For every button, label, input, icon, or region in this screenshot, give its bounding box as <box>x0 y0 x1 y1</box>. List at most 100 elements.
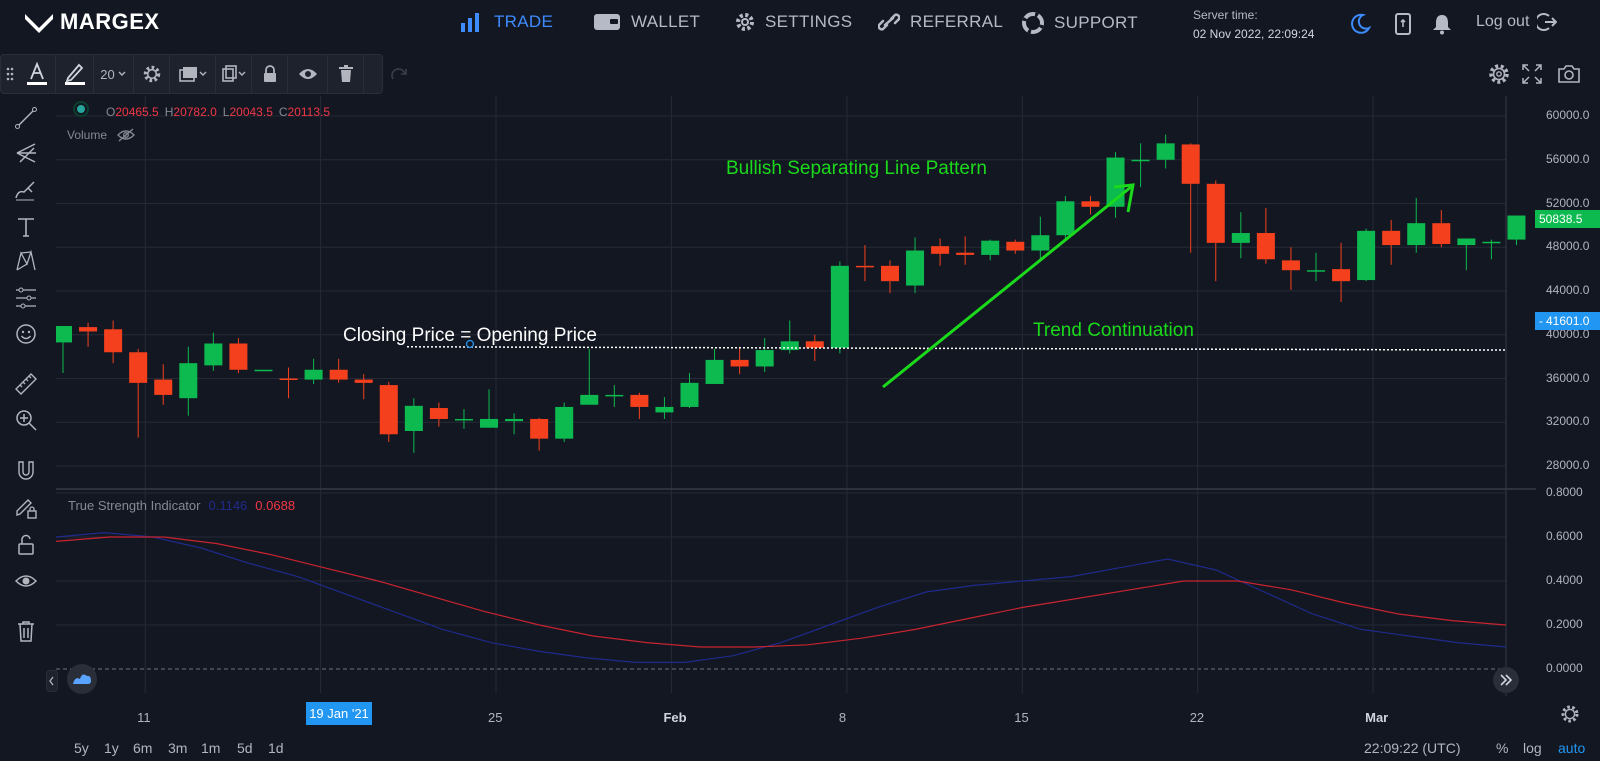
range-1m[interactable]: 1m <box>201 740 221 756</box>
indicator-tick-label: 0.6000 <box>1546 529 1583 543</box>
ohlc-open-value: 20465.5 <box>115 105 159 119</box>
candle-body <box>880 265 899 282</box>
eye-off-icon[interactable] <box>117 128 135 142</box>
pattern-icon[interactable] <box>14 249 38 273</box>
ohlc-legend: O20465.5 H20782.0 L20043.5 C20113.5 <box>106 105 330 119</box>
candle <box>931 238 950 266</box>
ohlc-low-value: 20043.5 <box>229 105 273 119</box>
candle-body <box>379 385 398 435</box>
nav-settings[interactable]: SETTINGS <box>735 12 852 32</box>
brush-icon[interactable] <box>14 178 38 202</box>
nav-trade[interactable]: TRADE <box>460 12 553 32</box>
candle <box>379 381 398 442</box>
moon-icon[interactable] <box>1349 13 1371 35</box>
price-tick-label: 36000.0 <box>1546 370 1590 385</box>
zoom-in-icon[interactable] <box>14 408 38 432</box>
mobile-icon[interactable] <box>1394 13 1412 35</box>
drag-handle-icon[interactable] <box>1 55 18 93</box>
annotation-pattern[interactable]: Bullish Separating Line Pattern <box>726 158 987 179</box>
price-tick-label: 60000.0 <box>1546 108 1590 122</box>
scroll-to-realtime-icon[interactable] <box>1492 666 1520 694</box>
log-toggle[interactable]: log <box>1523 740 1542 756</box>
emoji-icon[interactable] <box>14 322 38 346</box>
prediction-icon[interactable] <box>14 286 38 310</box>
auto-toggle[interactable]: auto <box>1558 740 1586 756</box>
range-6m[interactable]: 6m <box>133 740 153 756</box>
bell-icon[interactable] <box>1432 13 1452 35</box>
range-3m[interactable]: 3m <box>168 740 188 756</box>
candle-body <box>680 382 699 407</box>
ohlc-high-value: 20782.0 <box>173 105 217 119</box>
candle <box>129 348 148 438</box>
nav-settings-label: SETTINGS <box>765 12 853 31</box>
unlock-icon[interactable] <box>14 533 38 557</box>
visual-order-button[interactable] <box>170 55 216 93</box>
redo-icon[interactable] <box>390 66 408 82</box>
nav-referral[interactable]: REFERRAL <box>878 12 1003 32</box>
time-tick-label: 11 <box>137 710 151 725</box>
trend-arrow-line <box>882 185 1132 389</box>
volume-legend[interactable]: Volume <box>67 128 135 142</box>
range-1y[interactable]: 1y <box>104 740 119 756</box>
candle-body <box>454 418 473 421</box>
candle-body <box>1507 215 1526 240</box>
annotation-trend[interactable]: Trend Continuation <box>1033 320 1194 341</box>
candle <box>454 409 473 429</box>
candle <box>56 326 72 374</box>
candle-body <box>730 359 749 367</box>
range-1d[interactable]: 1d <box>268 740 284 756</box>
tradingview-logo-icon[interactable] <box>66 663 98 695</box>
nav-wallet[interactable]: WALLET <box>593 12 700 32</box>
settings-button[interactable] <box>134 55 170 93</box>
text-tool-icon[interactable] <box>14 215 38 239</box>
price-chart[interactable] <box>56 96 1536 696</box>
annotation-closing[interactable]: Closing Price = Opening Price <box>343 325 597 346</box>
candle-body <box>1056 201 1075 236</box>
percent-toggle[interactable]: % <box>1496 740 1509 756</box>
eye-icon[interactable] <box>14 569 38 593</box>
candle <box>1482 239 1501 260</box>
trash-icon[interactable] <box>14 619 38 643</box>
candle <box>480 389 499 428</box>
tsi-value-2: 0.0688 <box>255 498 296 513</box>
draw-lock-icon[interactable] <box>14 496 38 520</box>
ruler-icon[interactable] <box>14 372 38 396</box>
hide-button[interactable] <box>288 55 328 93</box>
line-color-button[interactable] <box>56 55 94 93</box>
brand-logo[interactable]: MARGEX <box>24 9 160 35</box>
nav-support[interactable]: SUPPORT <box>1022 12 1138 34</box>
chart-overlays <box>406 183 1507 389</box>
fullscreen-icon[interactable] <box>1521 63 1543 85</box>
volume-label: Volume <box>67 128 108 142</box>
axis-settings-icon[interactable] <box>1560 704 1580 724</box>
delete-button[interactable] <box>328 55 364 93</box>
indicator-tick-label: 0.4000 <box>1546 573 1583 587</box>
candle-body <box>1156 143 1175 160</box>
trend-line-icon[interactable] <box>14 106 38 130</box>
candle <box>304 358 323 384</box>
magnet-icon[interactable] <box>14 459 38 483</box>
candle <box>730 346 749 375</box>
font-size-select[interactable]: 20 <box>94 55 134 93</box>
text-color-button[interactable] <box>18 55 56 93</box>
server-time: Server time: 02 Nov 2022, 22:09:24 <box>1193 6 1314 44</box>
chart-settings-icon[interactable] <box>1488 63 1510 85</box>
candle <box>354 374 373 400</box>
line-price-tag: -41601.0 <box>1535 312 1600 330</box>
candle <box>805 334 824 361</box>
candle-body <box>805 341 824 348</box>
price-tick-label: 32000.0 <box>1546 414 1590 429</box>
range-5d[interactable]: 5d <box>237 740 253 756</box>
clone-button[interactable] <box>216 55 252 93</box>
range-5y[interactable]: 5y <box>74 740 89 756</box>
camera-icon[interactable] <box>1557 63 1581 85</box>
logout-button[interactable]: Log out <box>1476 12 1558 32</box>
lock-button[interactable] <box>252 55 288 93</box>
pitchfork-icon[interactable] <box>14 141 38 165</box>
lifebuoy-icon <box>1022 12 1044 34</box>
candle <box>956 236 975 265</box>
utc-clock[interactable]: 22:09:22 (UTC) <box>1364 740 1461 756</box>
candle <box>254 369 273 372</box>
lock-icon <box>263 65 276 82</box>
collapse-sidebar-icon[interactable] <box>46 670 58 692</box>
